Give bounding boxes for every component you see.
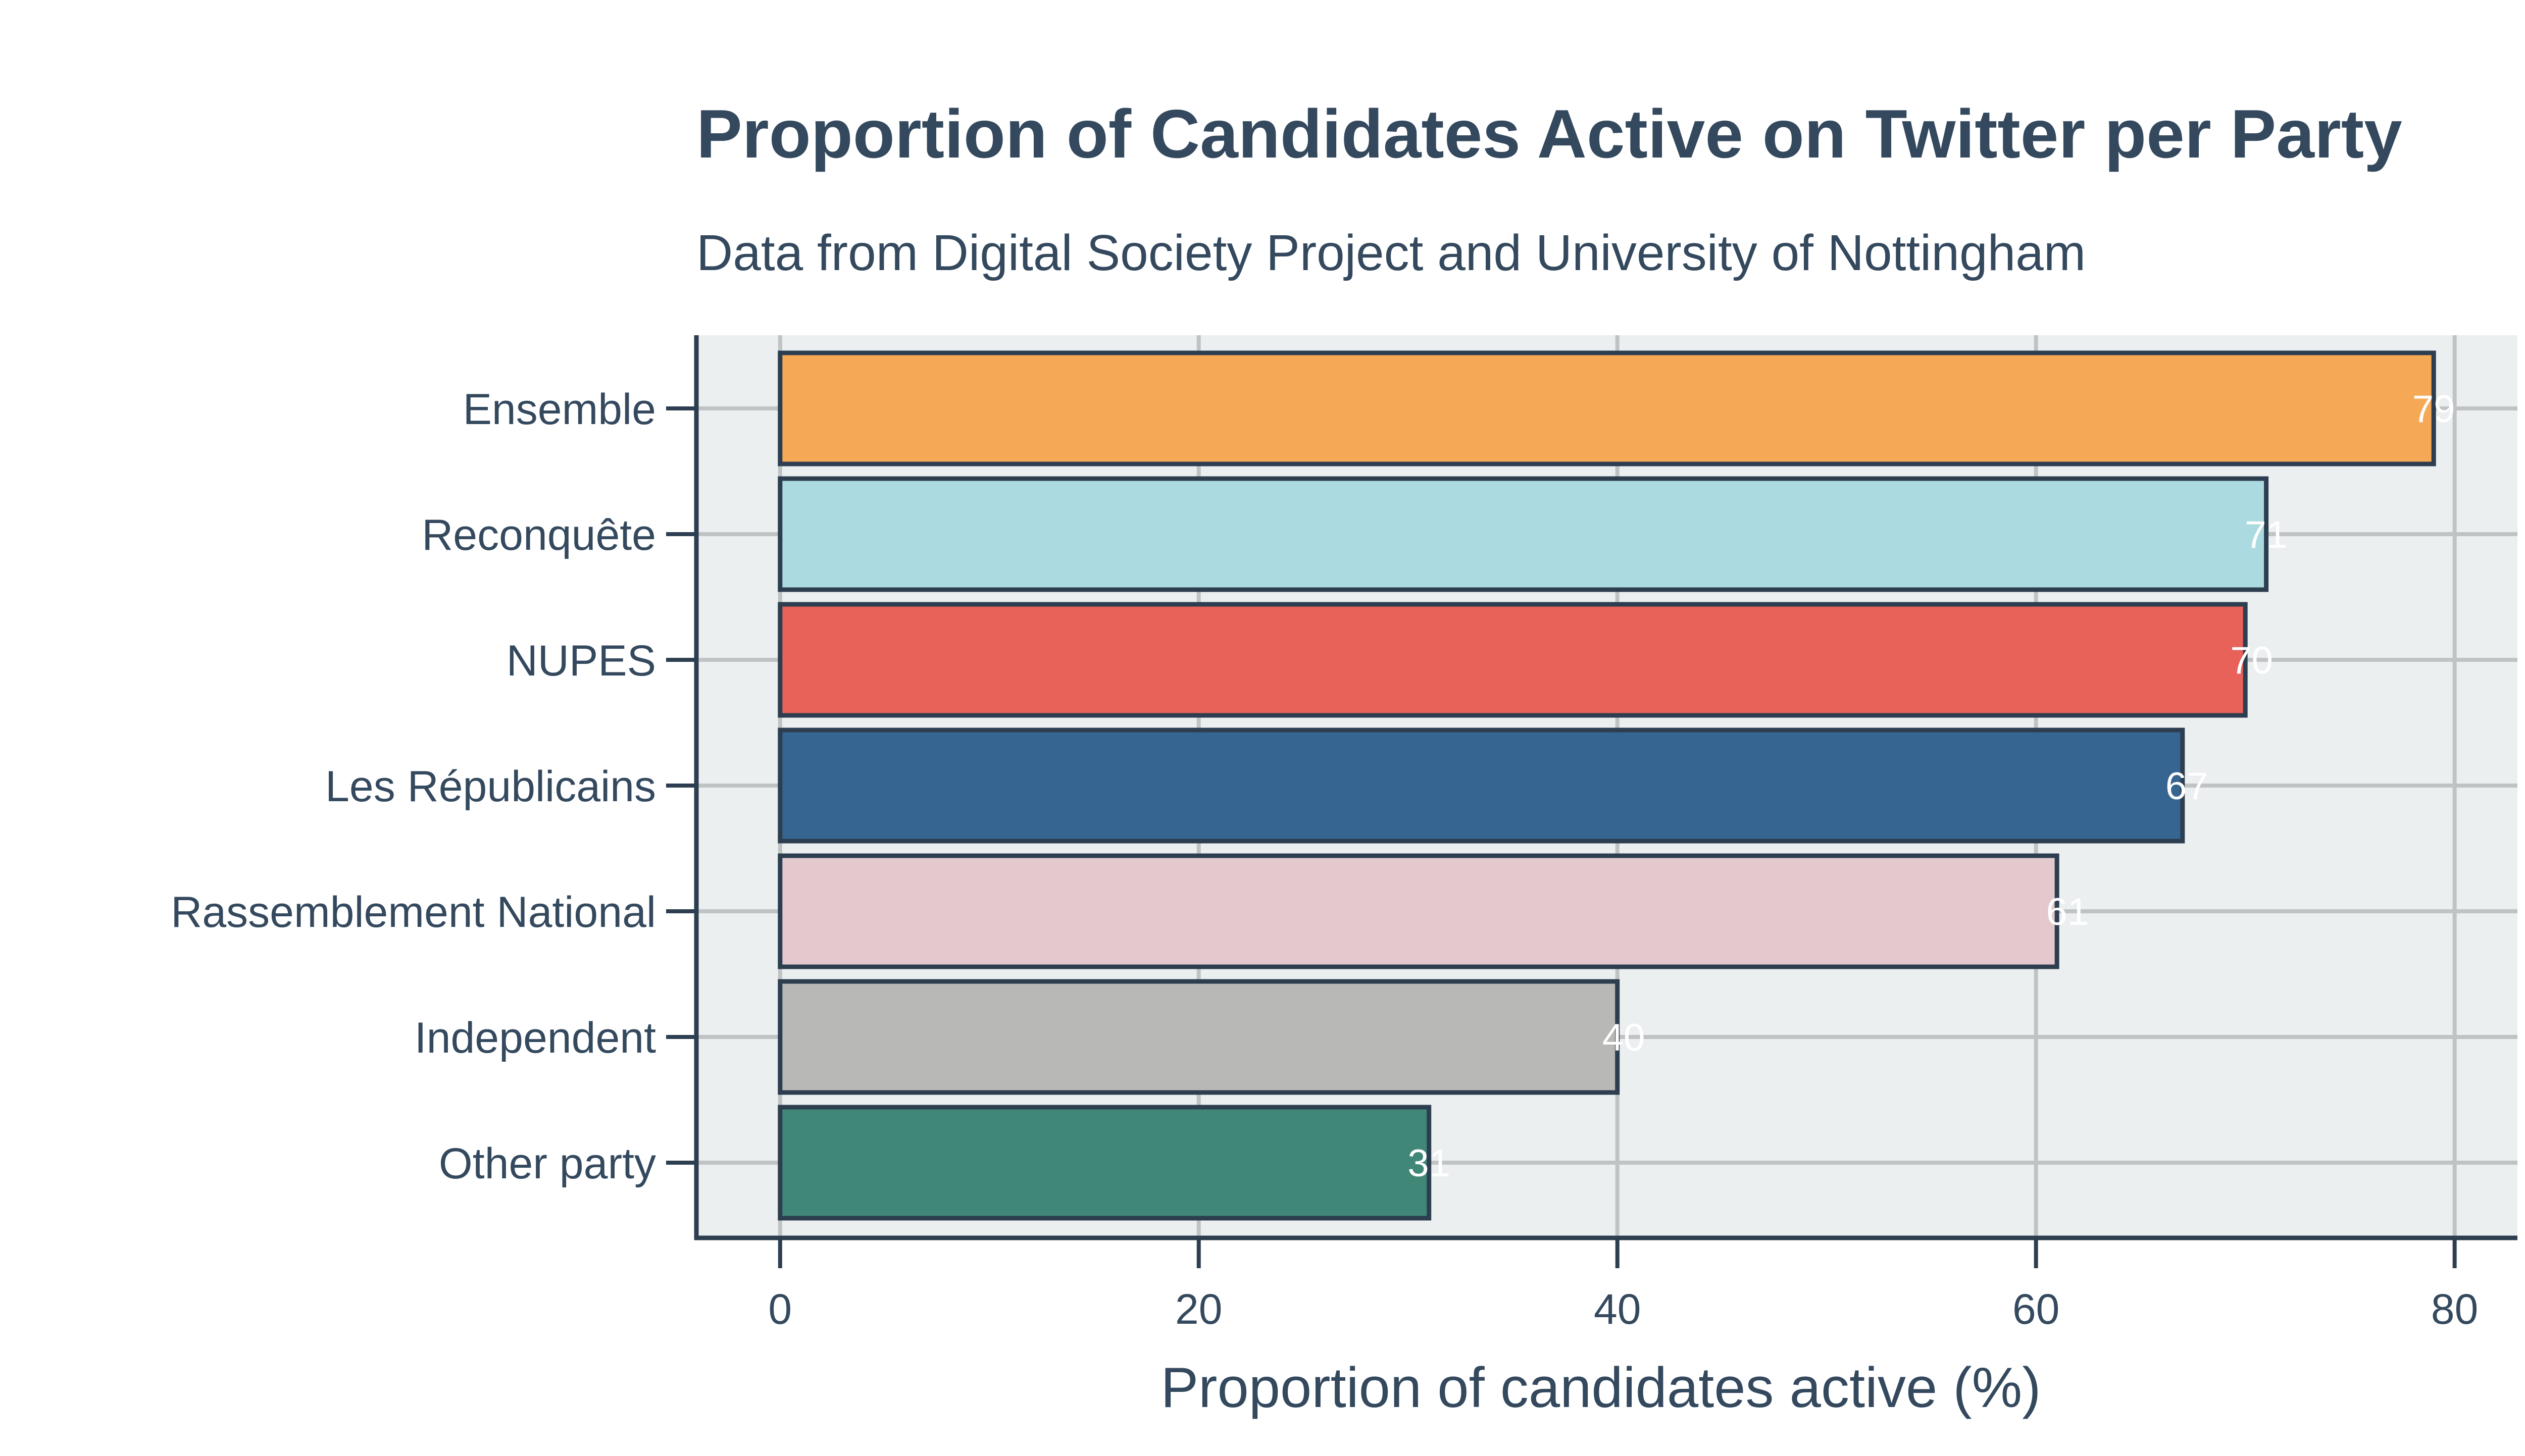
bar bbox=[778, 853, 2059, 969]
x-tick-label: 0 bbox=[768, 1285, 792, 1333]
data-label: 79 bbox=[2412, 388, 2455, 431]
bar bbox=[778, 350, 2436, 466]
bar bbox=[778, 1105, 1432, 1221]
x-tick-label: 60 bbox=[2012, 1285, 2059, 1333]
bars: 79 71 70 67 61 40 31 bbox=[778, 350, 2455, 1221]
chart-subtitle: Data from Digital Society Project and Un… bbox=[696, 225, 2086, 281]
data-label: 70 bbox=[2230, 639, 2273, 682]
data-label: 61 bbox=[2046, 891, 2089, 933]
data-label: 40 bbox=[1602, 1016, 1645, 1059]
data-label: 67 bbox=[2165, 765, 2208, 808]
data-label: 71 bbox=[2245, 513, 2288, 556]
data-label: 31 bbox=[1407, 1142, 1450, 1185]
bar bbox=[778, 979, 1620, 1095]
x-tick-label: 40 bbox=[1594, 1285, 1641, 1333]
y-tick-label: NUPES bbox=[507, 637, 656, 685]
y-tick-label: Les Républicains bbox=[325, 762, 656, 811]
bar bbox=[778, 602, 2248, 718]
chart-title: Proportion of Candidates Active on Twitt… bbox=[696, 95, 2402, 172]
bar bbox=[778, 476, 2269, 592]
x-tick-label: 20 bbox=[1175, 1285, 1222, 1333]
axes: 0 20 40 60 80 Ensemble Reconquête NUPES Les Répu… bbox=[171, 335, 2517, 1333]
x-axis-title: Proportion of candidates active (%) bbox=[1160, 1356, 2041, 1419]
bar bbox=[778, 727, 2185, 844]
y-tick-label: Independent bbox=[415, 1014, 656, 1062]
y-tick-label: Reconquête bbox=[422, 511, 656, 559]
y-tick-label: Ensemble bbox=[463, 385, 656, 434]
x-tick-label: 80 bbox=[2431, 1285, 2478, 1333]
y-tick-label: Other party bbox=[439, 1139, 656, 1188]
y-tick-label: Rassemblement National bbox=[171, 888, 656, 937]
